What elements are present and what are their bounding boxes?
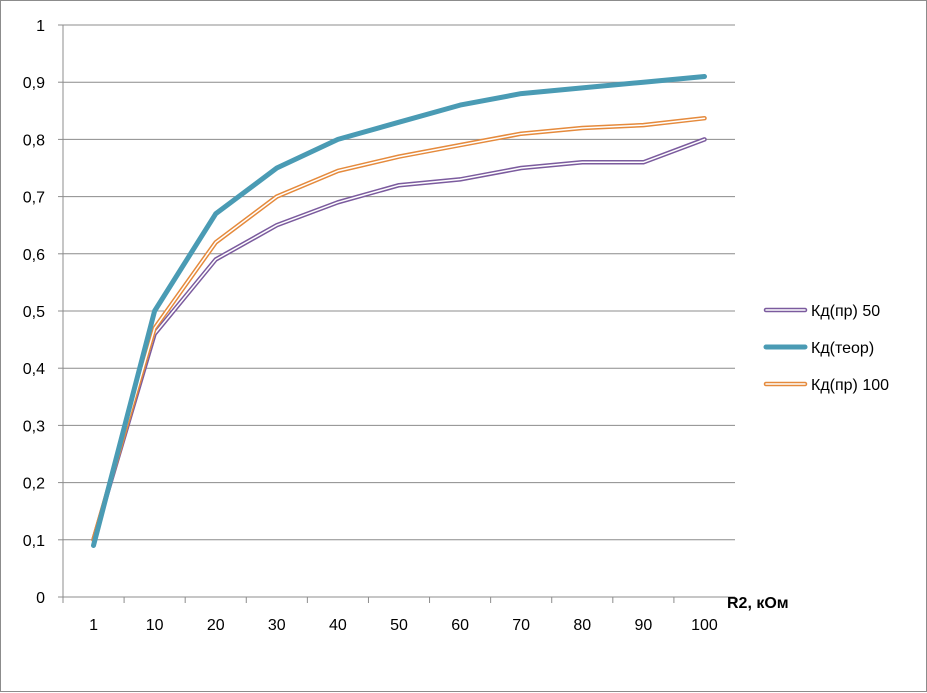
x-tick-label: 20 [207,617,225,634]
y-tick-label: 0,5 [23,304,45,321]
x-tick-label: 70 [512,617,530,634]
x-tick-label: 60 [451,617,469,634]
series-line [91,115,707,543]
y-tick-label: 0,6 [23,247,45,264]
legend-item: Кд(пр) 100 [763,377,889,394]
x-tick-label: 1 [89,617,98,634]
series-path-inner [92,138,706,541]
series-line [91,137,707,543]
y-tick-label: 0,3 [23,418,45,435]
legend-label: Кд(пр) 100 [811,377,889,394]
y-tick-label: 0 [36,590,45,607]
series-path-inner [92,117,706,541]
series-path-outer [91,137,707,543]
gridlines [63,24,735,541]
legend: Кд(пр) 50 Кд(теор) Кд(пр) 100 [763,303,889,394]
axes [58,24,736,603]
tick-labels: 0 0,1 0,2 0,3 0,4 0,5 0,6 0,7 0,8 0,9 1 1 10 20 30 40 50… [23,18,718,634]
series-path-outer [91,115,707,543]
series-lines [91,74,707,548]
x-tick-label: 40 [329,617,347,634]
x-tick-label: 80 [573,617,591,634]
x-tick-label: 10 [146,617,164,634]
x-tick-label: 100 [691,617,718,634]
y-tick-label: 0,1 [23,533,45,550]
y-tick-label: 0,2 [23,476,45,493]
legend-item: Кд(теор) [763,340,874,357]
y-tick-label: 0,8 [23,132,45,149]
legend-item: Кд(пр) 50 [763,303,880,320]
legend-label: Кд(пр) 50 [811,303,880,320]
x-axis-title: R2, кОм [727,595,789,612]
y-tick-label: 0,4 [23,361,45,378]
series-line [91,74,707,548]
legend-label: Кд(теор) [811,340,874,357]
x-tick-label: 50 [390,617,408,634]
y-tick-label: 1 [36,18,45,35]
series-path [91,74,707,548]
y-tick-label: 0,9 [23,75,45,92]
x-tick-label: 30 [268,617,286,634]
y-tick-label: 0,7 [23,190,45,207]
x-tick-label: 90 [634,617,652,634]
